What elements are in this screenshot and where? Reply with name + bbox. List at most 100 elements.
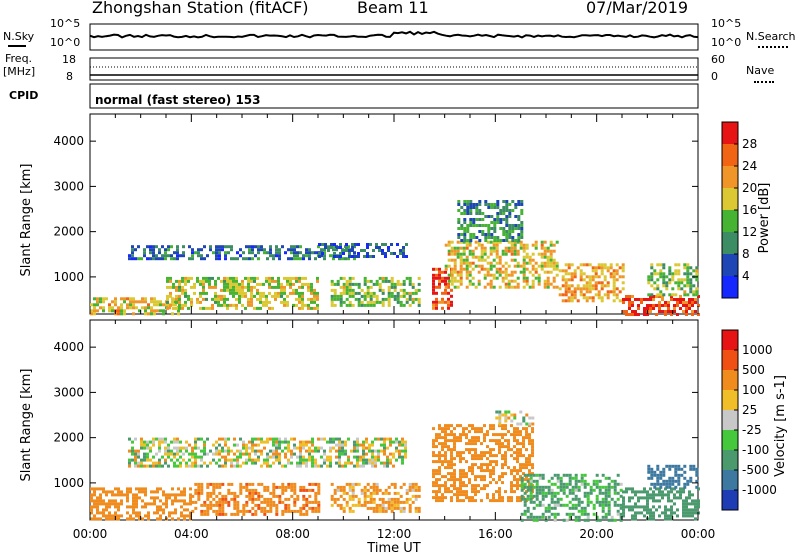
data-cell [475, 236, 479, 239]
data-cell [670, 505, 673, 509]
data-cell [263, 512, 267, 516]
data-cell [523, 485, 527, 489]
data-cell [131, 245, 134, 249]
data-cell [459, 258, 463, 262]
data-cell [501, 457, 504, 461]
data-cell [345, 249, 348, 252]
data-cell [254, 245, 257, 249]
data-cell [183, 508, 186, 512]
data-cell [378, 276, 382, 280]
data-cell [108, 306, 111, 310]
data-cell [271, 306, 274, 310]
data-cell [348, 494, 352, 498]
data-cell [492, 499, 495, 503]
data-cell [588, 284, 592, 288]
data-cell [411, 291, 415, 295]
data-cell [691, 313, 694, 316]
data-cell [224, 440, 227, 444]
data-cell [468, 261, 472, 265]
data-cell [378, 249, 381, 252]
data-cell [609, 272, 613, 276]
data-cell [646, 508, 649, 512]
data-cell [296, 509, 300, 513]
data-cell [466, 203, 470, 206]
data-cell [227, 452, 230, 456]
data-cell [505, 239, 509, 242]
data-cell [338, 437, 341, 441]
data-cell [135, 511, 138, 515]
data-cell [591, 266, 595, 270]
data-cell [169, 294, 172, 298]
data-cell [677, 284, 681, 288]
data-cell [275, 458, 278, 462]
data-cell [275, 254, 278, 258]
data-cell [339, 503, 343, 507]
data-cell [354, 291, 358, 295]
data-cell [513, 457, 516, 461]
data-cell [486, 430, 489, 434]
data-cell [523, 503, 527, 507]
data-cell [601, 503, 605, 507]
data-cell [570, 272, 574, 276]
data-cell [375, 279, 379, 283]
data-cell [432, 454, 435, 458]
data-cell [597, 290, 601, 294]
data-cell [281, 500, 285, 504]
data-cell [650, 275, 654, 279]
data-cell [601, 473, 605, 477]
data-cell [522, 463, 525, 467]
data-cell [613, 503, 617, 507]
data-cell [552, 279, 556, 283]
data-cell [275, 245, 278, 249]
data-cell [368, 446, 371, 450]
data-cell [220, 297, 223, 301]
data-cell [287, 461, 290, 465]
data-cell [489, 424, 492, 428]
data-cell [330, 288, 334, 292]
data-cell [474, 475, 477, 479]
data-cell [574, 497, 578, 501]
data-cell [347, 455, 350, 459]
data-cell [535, 488, 539, 492]
data-cell [471, 469, 474, 473]
data-cell [329, 446, 332, 450]
data-cell [263, 458, 266, 462]
data-cell [513, 466, 516, 470]
data-cell [363, 249, 366, 252]
data-cell [348, 485, 352, 489]
data-cell [224, 254, 227, 258]
data-cell [471, 484, 474, 488]
data-cell [141, 297, 144, 301]
data-cell [245, 488, 249, 492]
data-cell [308, 488, 312, 492]
data-cell [580, 479, 584, 483]
data-cell [489, 264, 493, 268]
data-cell [265, 297, 268, 301]
data-cell [259, 294, 262, 298]
data-cell [468, 439, 471, 443]
data-cell [235, 285, 238, 289]
data-cell [167, 245, 170, 249]
data-cell [180, 514, 183, 518]
data-cell [175, 297, 178, 301]
data-cell [178, 288, 181, 292]
data-cell [459, 457, 462, 461]
data-cell [172, 282, 175, 286]
data-cell [411, 488, 415, 492]
data-cell [108, 499, 111, 503]
data-cell [149, 245, 152, 249]
data-cell [333, 488, 337, 492]
data-cell [628, 304, 631, 307]
data-cell [532, 494, 536, 498]
data-cell [477, 270, 481, 274]
data-cell [146, 443, 149, 447]
data-cell [284, 464, 287, 468]
colorbar-swatch [722, 188, 738, 210]
data-cell [357, 291, 361, 295]
data-cell [405, 500, 409, 504]
data-cell [435, 493, 438, 497]
data-cell [230, 491, 234, 495]
data-cell [302, 446, 305, 450]
data-cell [650, 467, 654, 471]
data-cell [380, 443, 383, 447]
